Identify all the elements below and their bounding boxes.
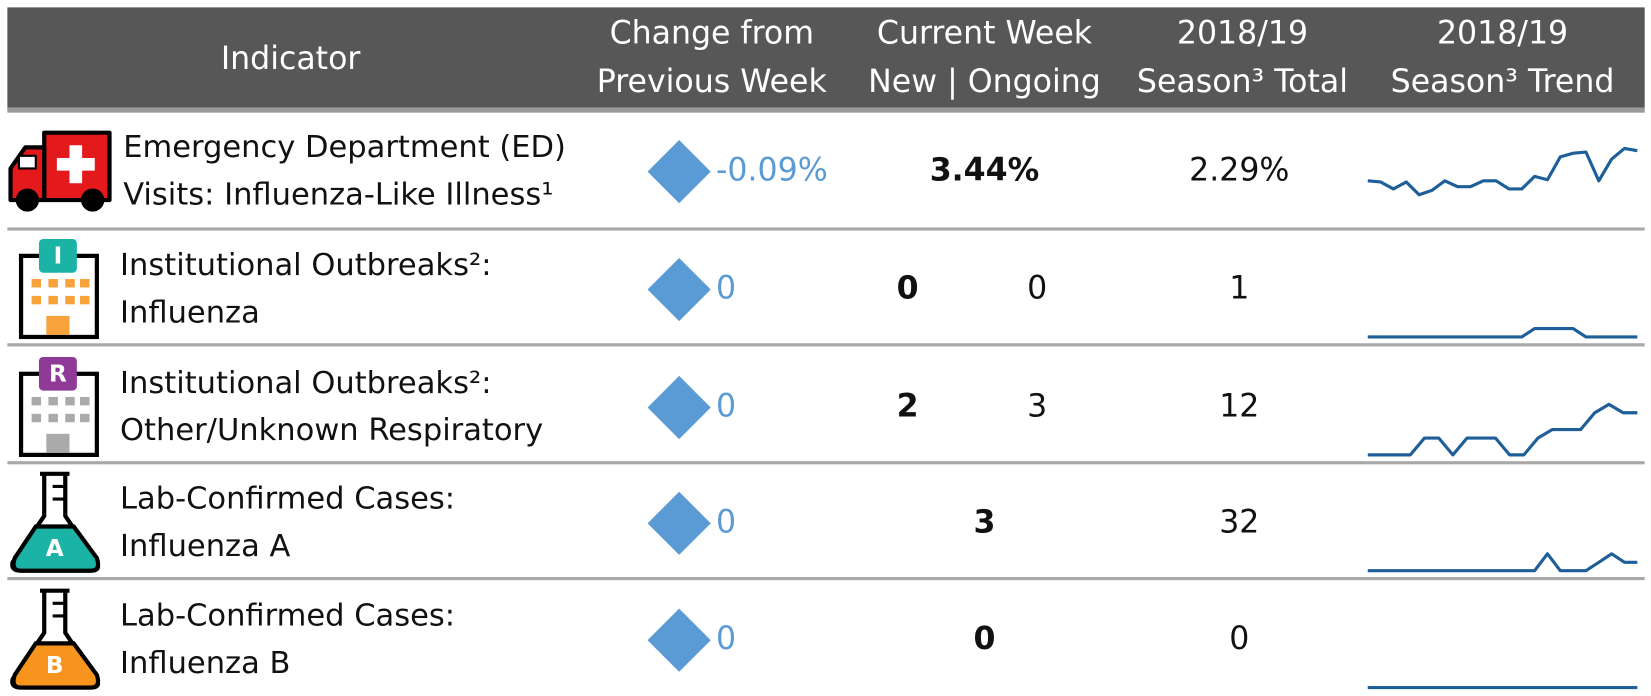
icon-letter: I <box>54 243 63 269</box>
change-diamond <box>647 140 711 204</box>
change-value: 0 <box>716 621 736 657</box>
change-diamond <box>647 608 711 672</box>
building-icon: I <box>18 239 99 340</box>
change-diamond <box>647 491 711 555</box>
header-rule <box>7 107 1645 113</box>
ongoing-count: 0 <box>1027 271 1047 307</box>
season-total: 2.29% <box>1189 153 1289 189</box>
new-count: 0 <box>897 271 919 307</box>
header-label: 2018/19 <box>1437 16 1568 52</box>
indicator-label: Influenza A <box>120 529 290 564</box>
current-week: 3.44% <box>930 153 1040 189</box>
trend-line <box>1367 146 1638 197</box>
change-value: 0 <box>716 388 736 424</box>
header-label: New | Ongoing <box>868 64 1101 100</box>
change-value: 0 <box>716 504 736 540</box>
header-label: Season³ Trend <box>1391 64 1615 100</box>
change-value: 0 <box>716 271 736 307</box>
trend-line <box>1367 402 1638 457</box>
header-label: Change from <box>610 16 814 52</box>
flask-icon: B <box>10 588 101 690</box>
row-separator <box>7 227 1645 231</box>
indicator-label: Lab-Confirmed Cases: <box>120 482 455 517</box>
indicator-label: Institutional Outbreaks²: <box>120 248 491 283</box>
indicator-label: Visits: Influenza-Like Illness¹ <box>123 177 553 212</box>
header-label: Previous Week <box>597 64 828 100</box>
row-separator <box>7 577 1645 581</box>
season-total: 0 <box>1229 621 1249 657</box>
ambulance-icon <box>8 130 112 212</box>
trend-line <box>1367 552 1638 573</box>
header-label: 2018/19 <box>1177 16 1308 52</box>
header-label: Indicator <box>221 41 361 77</box>
change-diamond <box>647 375 711 440</box>
indicator-label: Influenza <box>120 295 260 330</box>
season-total: 12 <box>1219 388 1259 424</box>
current-week: 3 <box>974 504 996 540</box>
row-separator <box>7 343 1645 347</box>
current-week: 0 <box>974 621 996 657</box>
ongoing-count: 3 <box>1027 388 1047 424</box>
indicator-label: Other/Unknown Respiratory <box>120 413 543 448</box>
change-diamond <box>647 257 711 322</box>
new-count: 2 <box>897 388 919 424</box>
change-value: -0.09% <box>716 153 828 189</box>
icon-letter: B <box>46 653 64 679</box>
row-separator <box>7 461 1645 465</box>
header-label: Current Week <box>877 16 1093 52</box>
header-bar <box>7 7 1645 110</box>
indicator-label: Influenza B <box>120 646 290 681</box>
indicator-label: Emergency Department (ED) <box>123 130 566 165</box>
indicator-label: Lab-Confirmed Cases: <box>120 599 455 634</box>
icon-letter: R <box>49 361 67 387</box>
building-icon: R <box>18 356 99 457</box>
header-label: Season³ Total <box>1137 64 1348 100</box>
season-total: 32 <box>1219 504 1259 540</box>
icon-letter: A <box>46 536 64 562</box>
flask-icon: A <box>10 471 101 573</box>
indicator-label: Institutional Outbreaks²: <box>120 366 491 401</box>
trend-line <box>1367 326 1638 339</box>
season-total: 1 <box>1229 271 1249 307</box>
